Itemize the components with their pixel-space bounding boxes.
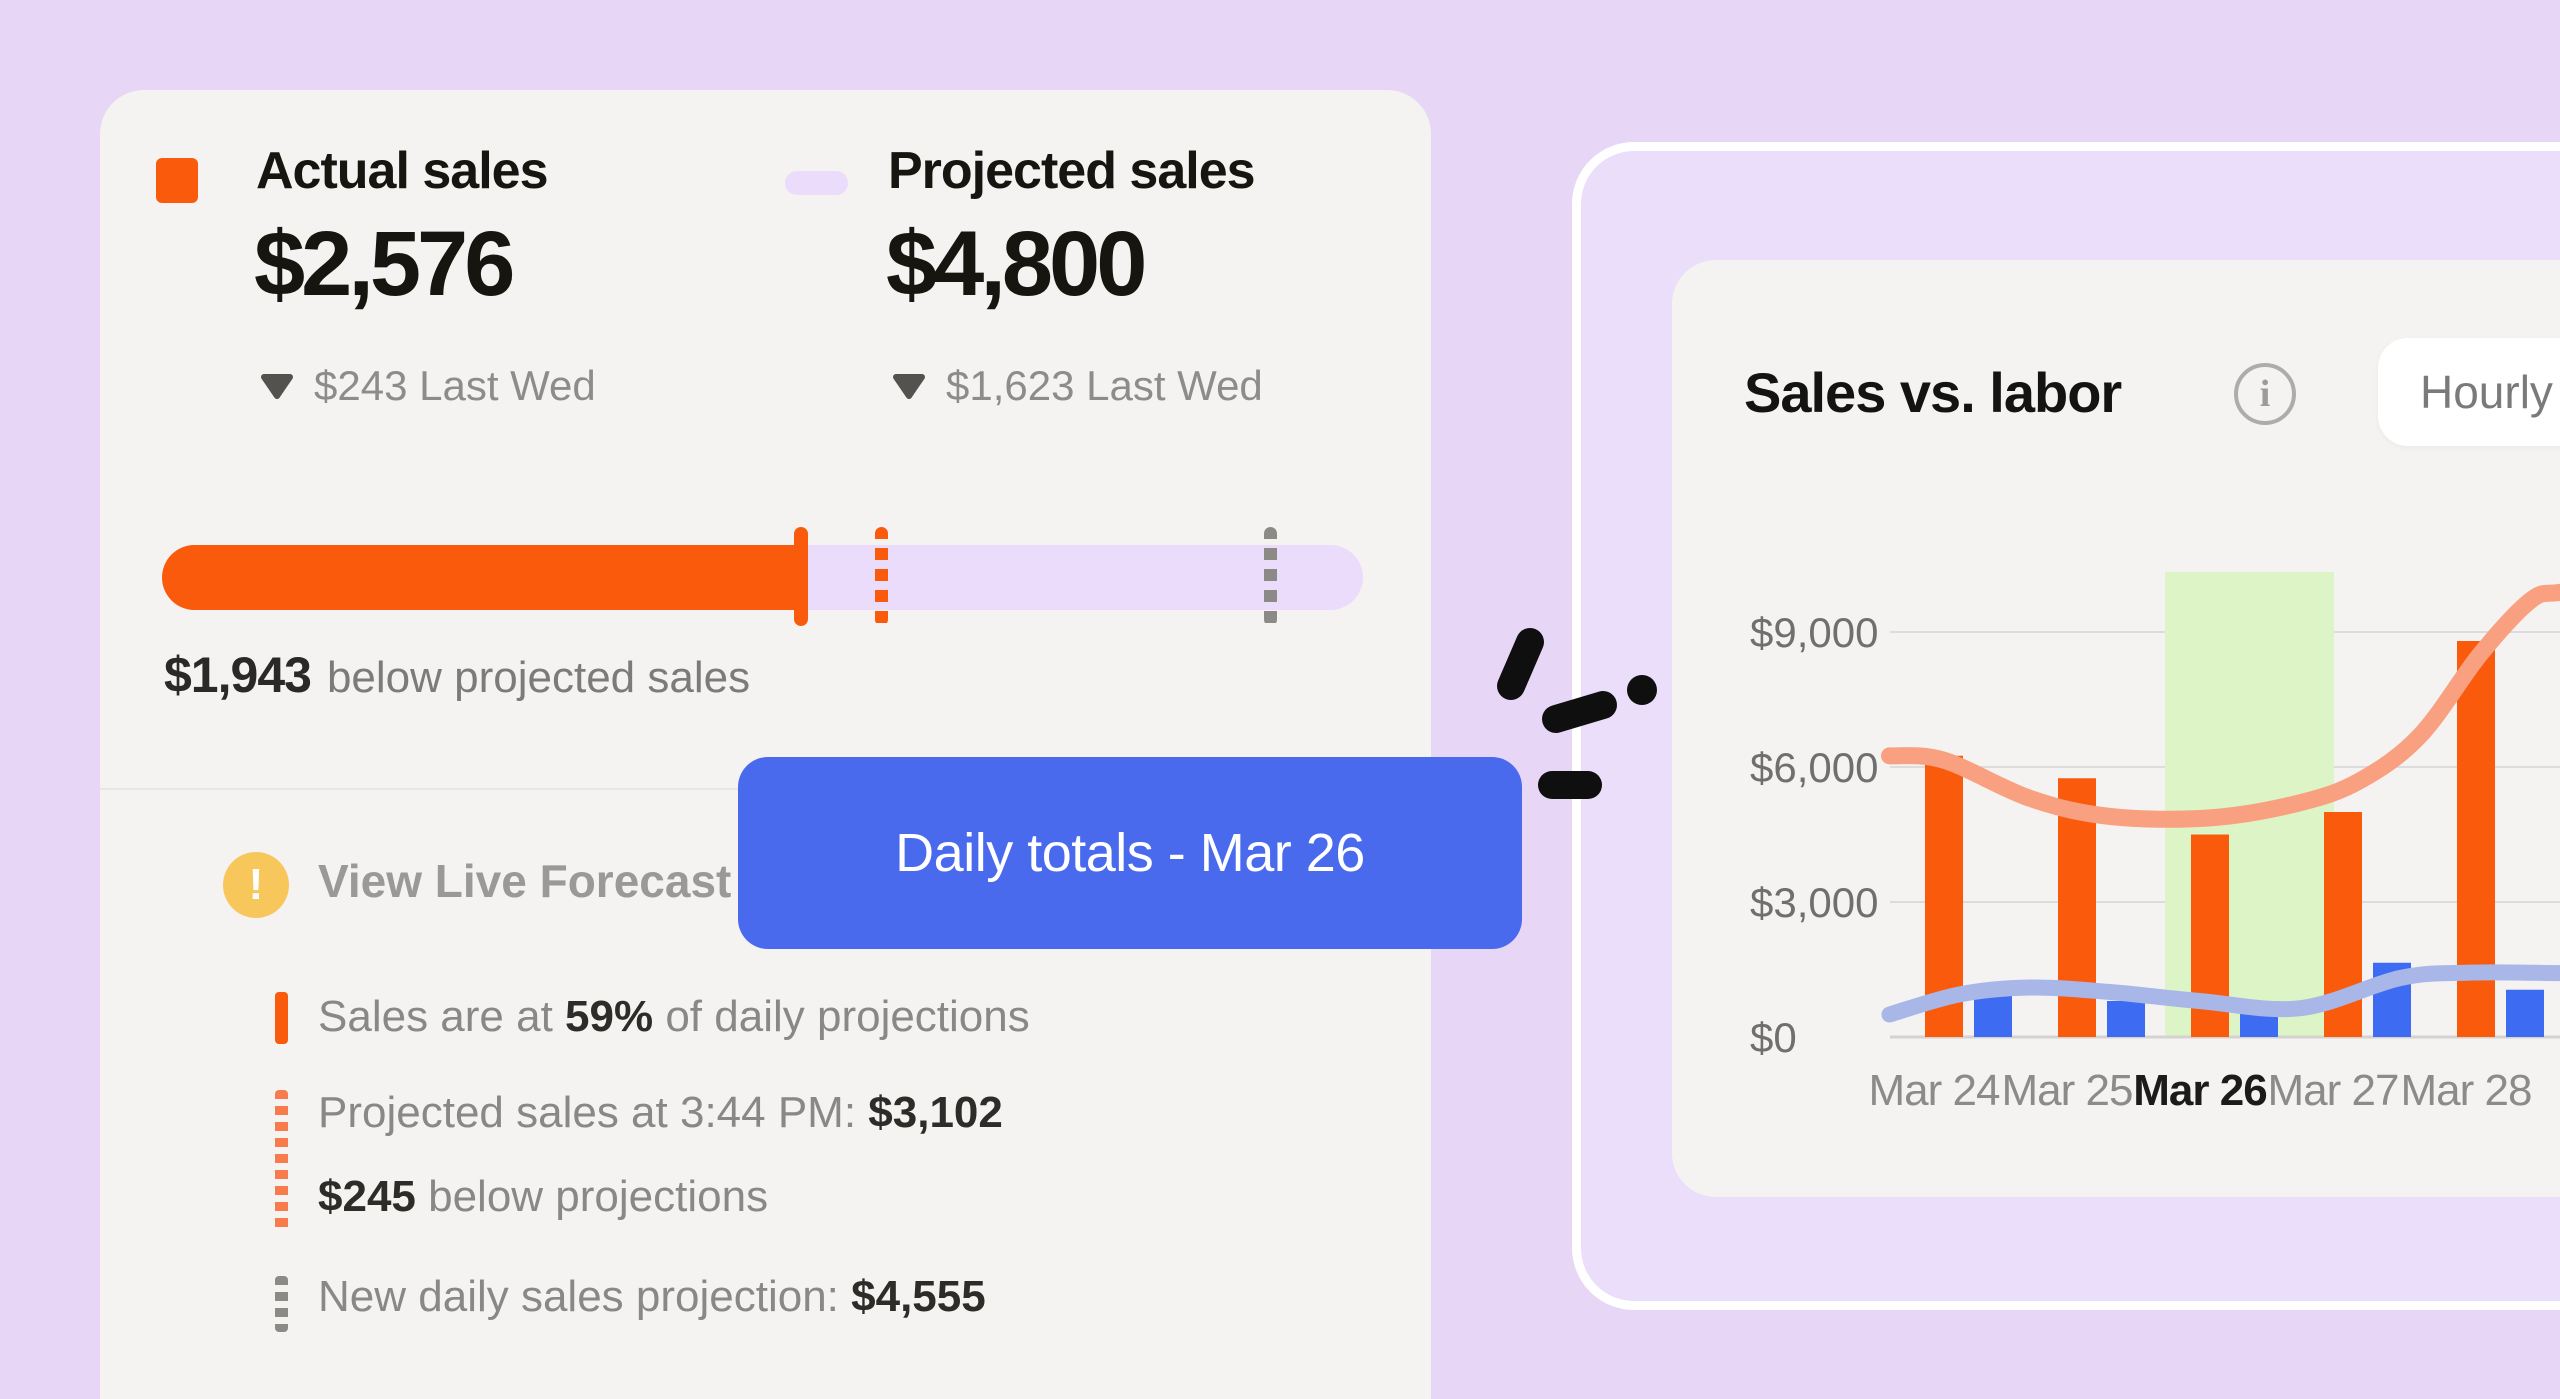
exclamation-glyph: ! <box>248 860 264 909</box>
info-glyph: i <box>2259 373 2271 415</box>
gap-caption: below projected sales <box>326 653 751 702</box>
triangle-down-icon <box>893 374 925 399</box>
daily-projection-tick <box>1264 527 1277 626</box>
actual-sales-swatch-icon <box>156 158 198 203</box>
gap-amount: $1,943 <box>164 647 312 703</box>
svg-text:Mar 27: Mar 27 <box>2268 1066 2399 1115</box>
pace-projection-tick <box>875 527 888 626</box>
projected-sales-delta-text: $1,623 Last Wed <box>946 362 1263 409</box>
svg-text:Mar 25: Mar 25 <box>2002 1066 2133 1115</box>
sales-progress-bar <box>162 545 1363 610</box>
view-live-forecast-link[interactable]: View Live Forecast <box>318 855 732 907</box>
daily-totals-tooltip: Daily totals - Mar 26 <box>738 757 1522 949</box>
sales-summary-card: Actual sales Projected sales $2,576 $4,8… <box>100 90 1431 1399</box>
dashed-orange-bullet-icon <box>275 1090 288 1230</box>
sales-vs-labor-card: $0 $3,000 $6,000 $9,000 Mar 24 Mar 25 Mar 26 Ma… <box>1672 260 2560 1197</box>
solid-orange-bullet-icon <box>275 992 288 1044</box>
svg-text:$0: $0 <box>1750 1014 1797 1061</box>
projected-sales-value: $4,800 <box>886 213 1147 315</box>
svg-text:Mar 26: Mar 26 <box>2133 1066 2266 1115</box>
hourly-range-label: Hourly <box>2420 366 2553 418</box>
svg-text:$9,000: $9,000 <box>1750 609 1878 656</box>
actual-sales-value: $2,576 <box>254 213 515 315</box>
actual-sales-label: Actual sales <box>256 142 548 200</box>
svg-text:Mar 24: Mar 24 <box>1869 1066 2000 1115</box>
triangle-down-icon <box>261 374 293 399</box>
actual-sales-delta: $243 Last Wed <box>260 362 596 410</box>
svg-text:Mar 28: Mar 28 <box>2401 1066 2532 1115</box>
alert-icon: ! <box>223 852 289 918</box>
svg-text:$3,000: $3,000 <box>1750 879 1878 926</box>
projected-sales-swatch-icon <box>785 171 848 195</box>
projected-sales-label: Projected sales <box>888 142 1256 200</box>
current-sales-tick <box>794 527 808 626</box>
daily-totals-tooltip-label: Daily totals - Mar 26 <box>895 823 1365 883</box>
info-icon[interactable]: i <box>2234 363 2296 425</box>
actual-sales-delta-text: $243 Last Wed <box>314 362 596 409</box>
click-scribble-icon <box>1497 628 1657 799</box>
forecast-item-text: New daily sales projection: $4,555 <box>318 1272 986 1321</box>
chart-title: Sales vs. labor <box>1744 361 2122 424</box>
dashed-gray-bullet-icon <box>275 1276 288 1332</box>
hourly-range-button[interactable]: Hourly <box>2378 338 2560 446</box>
sales-progress-fill <box>162 545 799 610</box>
projected-sales-delta: $1,623 Last Wed <box>892 362 1263 410</box>
svg-text:$6,000: $6,000 <box>1750 744 1878 791</box>
forecast-item-text: Projected sales at 3:44 PM: $3,102 $245 b… <box>318 1088 1003 1221</box>
forecast-item-text: Sales are at 59% of daily projections <box>318 992 1030 1041</box>
progress-caption: $1,943 below projected sales <box>164 646 750 704</box>
